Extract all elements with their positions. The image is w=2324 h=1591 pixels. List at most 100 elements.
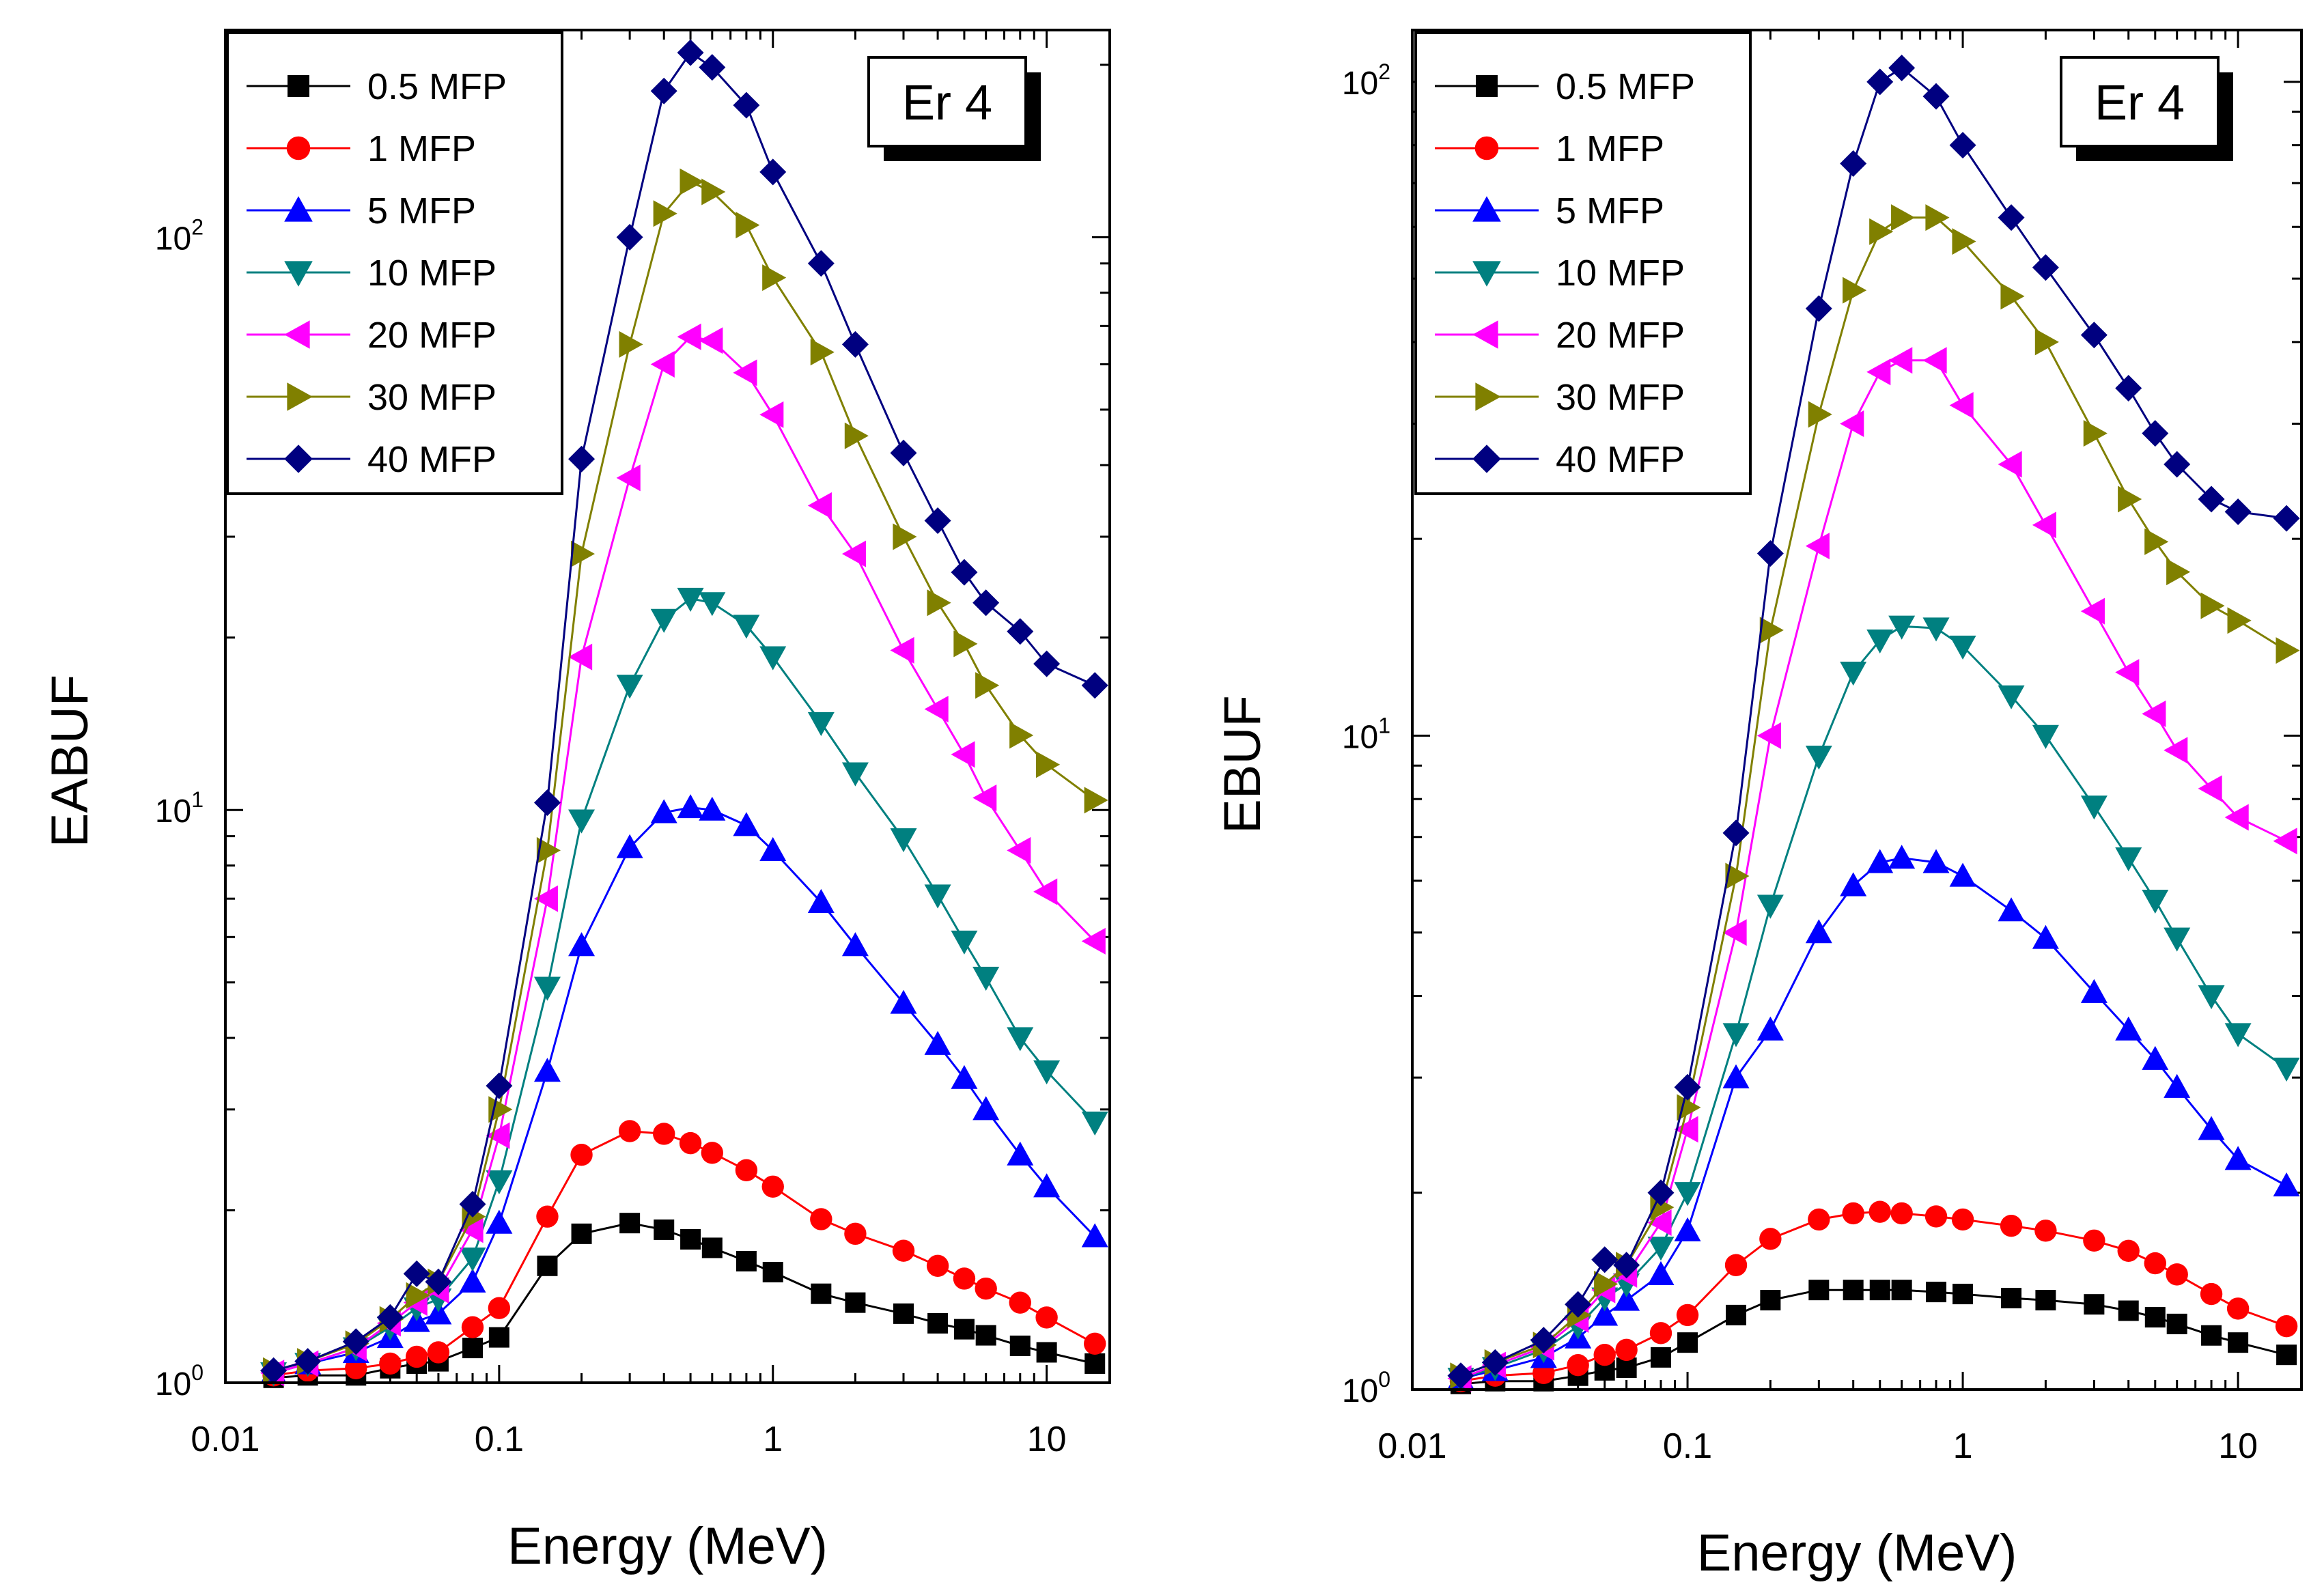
data-point [2227,607,2252,634]
data-point [1925,204,1950,231]
data-point [1808,1280,1830,1301]
data-point [654,1219,675,1240]
legend-marker [284,445,313,473]
data-point [1888,347,1913,374]
data-point [1808,401,1832,428]
data-point [1593,1343,1616,1366]
data-point [2228,1332,2249,1353]
data-point [616,223,643,251]
data-point [1998,204,2025,231]
data-point [733,615,760,639]
data-point [2032,511,2057,539]
data-point [1726,1304,1747,1325]
data-point [425,1268,452,1295]
data-point [570,1144,593,1166]
data-point [2224,804,2249,831]
data-point [924,507,951,534]
data-point [653,1123,675,1145]
data-point [975,1277,997,1300]
legend-label: 30 MFP [367,377,496,418]
data-point [841,540,867,567]
data-point [2142,420,2169,447]
data-point [736,1251,757,1272]
y-tick-exponent: 2 [191,214,204,239]
data-point [486,1072,513,1099]
data-point [1613,1252,1640,1279]
data-point [841,932,869,957]
data-point [2115,659,2140,686]
data-point [2273,1057,2300,1082]
data-point [1722,819,1750,847]
data-point [893,1303,914,1324]
data-point [953,630,978,658]
data-point [1530,1327,1557,1354]
data-point [653,200,677,227]
legend-marker [288,75,309,97]
data-point [1084,1353,1106,1374]
data-point [1840,872,1867,897]
data-point [951,930,978,955]
data-point [951,1065,978,1089]
data-point [1926,1282,1947,1303]
legend-label: 5 MFP [1556,191,1664,231]
data-point [924,884,951,909]
data-point [2166,1263,2188,1286]
legend-label: 20 MFP [367,315,496,356]
data-point [650,77,677,104]
data-point [537,1255,558,1276]
data-point [2273,828,2297,855]
data-point [1756,722,1781,749]
data-point [462,1338,484,1359]
data-point [841,330,869,358]
data-point [650,350,675,378]
y-tick-base: 10 [155,793,191,830]
data-point [733,91,760,119]
x-tick-label: 1 [1953,1426,1973,1466]
data-point [2276,1344,2297,1366]
data-point [1677,1094,1701,1121]
data-point [972,1096,1000,1121]
data-point [1725,862,1750,890]
legend-label: 10 MFP [367,253,496,294]
data-point [1007,836,1031,864]
data-point [927,1312,949,1334]
data-point [736,212,760,239]
data-point [2273,505,2300,532]
data-point [1081,927,1106,955]
data-point [2035,1290,2056,1311]
legend-marker [1476,75,1498,97]
data-point [2034,1220,2057,1242]
data-point [1009,1335,1031,1356]
data-point [1591,1301,1619,1326]
data-point [699,592,726,617]
y-tick-base: 10 [1342,66,1378,102]
data-point [699,54,726,81]
data-point [570,540,596,567]
x-tick-label: 0.1 [475,1420,524,1459]
data-point [1805,295,1832,322]
data-point [2201,1325,2222,1346]
legend-marker [284,196,313,222]
data-point [759,158,787,186]
y-tick-label: 102 [1342,59,1390,102]
data-point [616,464,641,492]
data-point [2115,847,2142,872]
data-point [1677,1332,1698,1353]
data-point [1952,1284,1974,1305]
data-point [1842,1202,1864,1225]
data-point [1084,1332,1106,1355]
y-axis-label: EBUF [1214,695,1272,834]
data-point [2164,927,2191,952]
data-point [1594,1270,1619,1297]
data-point [1869,218,1894,245]
data-point [733,812,760,836]
legend-label: 0.5 MFP [367,66,507,107]
data-point [2198,1116,2225,1140]
legend-box [226,31,563,495]
plot-frame [224,29,1111,1384]
data-point [2000,283,2025,310]
data-point [2200,1282,2223,1306]
